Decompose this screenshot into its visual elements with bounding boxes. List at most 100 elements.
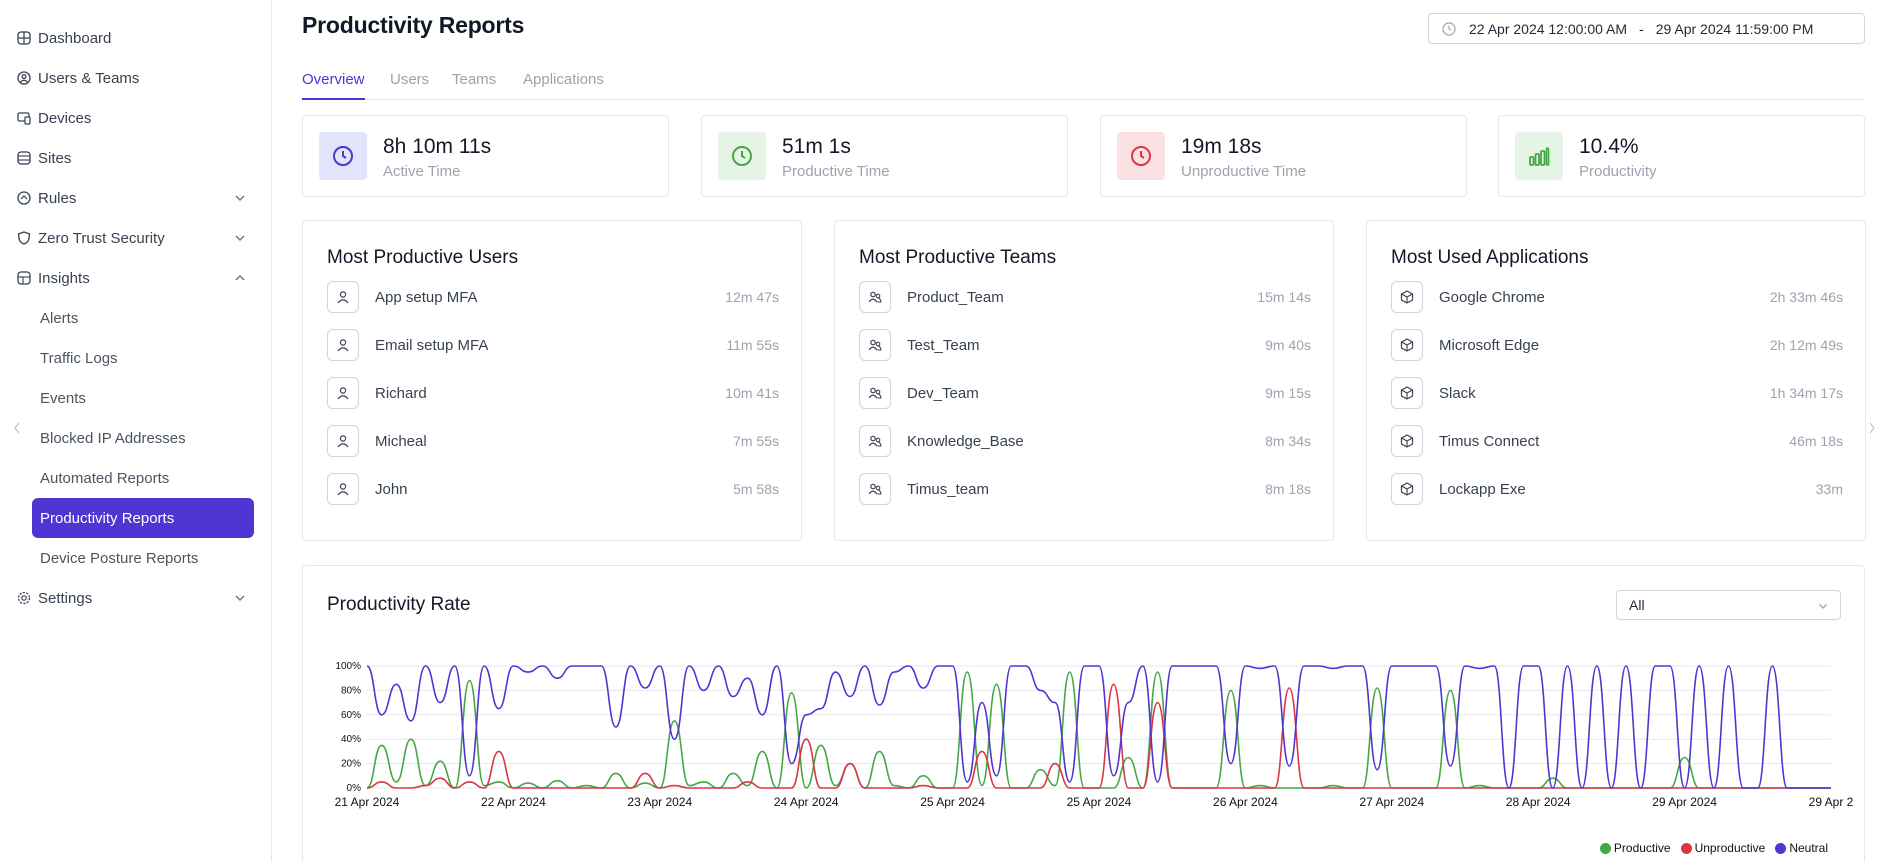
sidebar-item-events[interactable]: Events (40, 389, 86, 407)
x-tick-label: 23 Apr 2024 (627, 795, 692, 809)
card-title: Most Used Applications (1391, 247, 1589, 268)
scroll-left-icon[interactable] (11, 420, 23, 436)
stat-label: Productivity (1579, 163, 1657, 180)
chevron-down-icon (235, 195, 245, 201)
sidebar-item-device-posture[interactable]: Device Posture Reports (40, 549, 199, 567)
list-item-name: Slack (1439, 384, 1476, 402)
tab-overview[interactable]: Overview (302, 71, 365, 100)
sidebar-item-devices[interactable]: Devices (16, 100, 254, 136)
card-title: Most Productive Teams (859, 247, 1057, 268)
sidebar-item-blocked-ip[interactable]: Blocked IP Addresses (40, 429, 186, 447)
clock-icon (1117, 132, 1165, 180)
list-item[interactable]: Richard 10m 41s (327, 377, 779, 409)
sidebar-item-zero-trust[interactable]: Zero Trust Security (16, 220, 254, 256)
sidebar-item-automated-reports[interactable]: Automated Reports (40, 469, 170, 487)
list-item-value: 8m 34s (1265, 433, 1311, 449)
sidebar-item-traffic-logs[interactable]: Traffic Logs (40, 349, 118, 367)
date-separator: - (1639, 20, 1644, 37)
list-item[interactable]: App setup MFA 12m 47s (327, 281, 779, 313)
tab-applications[interactable]: Applications (523, 71, 604, 88)
list-item[interactable]: Google Chrome 2h 33m 46s (1391, 281, 1843, 313)
sidebar-item-label: Settings (38, 589, 93, 607)
list-item[interactable]: John 5m 58s (327, 473, 779, 505)
list-item-value: 46m 18s (1789, 433, 1843, 449)
list-item-name: Microsoft Edge (1439, 336, 1540, 354)
legend-item-productive[interactable]: Productive (1599, 841, 1671, 855)
date-range-picker[interactable]: 22 Apr 2024 12:00:00 AM - 29 Apr 2024 11… (1428, 13, 1865, 44)
team-icon (859, 377, 891, 409)
list-item[interactable]: Test_Team 9m 40s (859, 329, 1311, 361)
sidebar-item-label: Zero Trust Security (38, 229, 165, 247)
list-item[interactable]: Email setup MFA 11m 55s (327, 329, 779, 361)
x-tick-label: 29 Apr 2 (1809, 795, 1854, 809)
series-filter-select[interactable]: All (1616, 590, 1841, 620)
sidebar-item-rules[interactable]: Rules (16, 180, 254, 216)
scroll-right-icon[interactable] (1866, 420, 1878, 436)
list-item-name: Micheal (375, 432, 427, 450)
list-item[interactable]: Knowledge_Base 8m 34s (859, 425, 1311, 457)
list-item[interactable]: Lockapp Exe 33m (1391, 473, 1843, 505)
user-icon (327, 425, 359, 457)
list-item-value: 1h 34m 17s (1769, 385, 1843, 401)
x-tick-label: 25 Apr 2024 (920, 795, 985, 809)
most-used-applications-card: Most Used Applications Google Chrome 2h 3… (1366, 220, 1866, 541)
list-item-value: 8m 18s (1265, 481, 1311, 497)
list-item[interactable]: Dev_Team 9m 15s (859, 377, 1311, 409)
legend-item-neutral[interactable]: Neutral (1775, 841, 1828, 855)
stat-card-active-time: 8h 10m 11s Active Time (302, 115, 669, 197)
x-tick-label: 22 Apr 2024 (481, 795, 546, 809)
series-line-productive (366, 671, 1831, 789)
list-item-name: Google Chrome (1439, 288, 1545, 306)
select-value: All (1629, 597, 1645, 613)
list-item[interactable]: Timus_team 8m 18s (859, 473, 1311, 505)
rules-icon (16, 190, 32, 206)
legend-dot (1775, 842, 1787, 854)
team-icon (859, 329, 891, 361)
cube-icon (1391, 281, 1423, 313)
list-item-name: App setup MFA (375, 288, 478, 306)
x-tick-label: 21 Apr 2024 (335, 795, 400, 809)
sidebar-item-settings[interactable]: Settings (16, 580, 254, 616)
list-item-value: 15m 14s (1257, 289, 1311, 305)
tab-bar: Overview Users Teams Applications (302, 68, 1865, 100)
list-item-name: Test_Team (907, 336, 980, 354)
list-item[interactable]: Product_Team 15m 14s (859, 281, 1311, 313)
y-tick-label: 80% (341, 685, 361, 696)
chevron-down-icon (1819, 604, 1827, 609)
list-item-name: Timus_team (907, 480, 989, 498)
gear-icon (16, 590, 32, 606)
sidebar-item-sites[interactable]: Sites (16, 140, 254, 176)
sidebar-item-users-teams[interactable]: Users & Teams (16, 60, 254, 96)
list-item[interactable]: Timus Connect 46m 18s (1391, 425, 1843, 457)
sites-icon (16, 150, 32, 166)
legend-item-unproductive[interactable]: Unproductive (1680, 841, 1766, 855)
insights-icon (16, 270, 32, 286)
sidebar-item-label: Sites (38, 149, 72, 167)
series-line-neutral (366, 665, 1831, 789)
list-item-value: 2h 33m 46s (1769, 289, 1843, 305)
list-item[interactable]: Micheal 7m 55s (327, 425, 779, 457)
stat-card-productive-time: 51m 1s Productive Time (701, 115, 1068, 197)
y-tick-label: 40% (341, 734, 361, 745)
devices-icon (16, 110, 32, 126)
tab-teams[interactable]: Teams (452, 71, 497, 88)
stat-value: 8h 10m 11s (383, 135, 492, 158)
legend-label: Unproductive (1694, 841, 1766, 855)
stat-label: Unproductive Time (1181, 163, 1307, 180)
sidebar-item-productivity-reports[interactable]: Productivity Reports (32, 498, 254, 538)
stat-value: 19m 18s (1181, 135, 1262, 158)
list-item-name: Knowledge_Base (907, 432, 1024, 450)
list-item[interactable]: Microsoft Edge 2h 12m 49s (1391, 329, 1843, 361)
sidebar-item-dashboard[interactable]: Dashboard (16, 20, 254, 56)
clock-icon (718, 132, 766, 180)
x-tick-label: 24 Apr 2024 (774, 795, 839, 809)
clock-icon (1442, 21, 1456, 36)
stat-label: Productive Time (782, 163, 890, 180)
list-item[interactable]: Slack 1h 34m 17s (1391, 377, 1843, 409)
x-tick-label: 28 Apr 2024 (1506, 795, 1571, 809)
list-item-value: 9m 40s (1265, 337, 1311, 353)
sidebar-item-alerts[interactable]: Alerts (40, 309, 79, 327)
tab-users[interactable]: Users (390, 71, 430, 88)
sidebar-item-insights[interactable]: Insights (16, 260, 254, 296)
chevron-down-icon (235, 595, 245, 601)
